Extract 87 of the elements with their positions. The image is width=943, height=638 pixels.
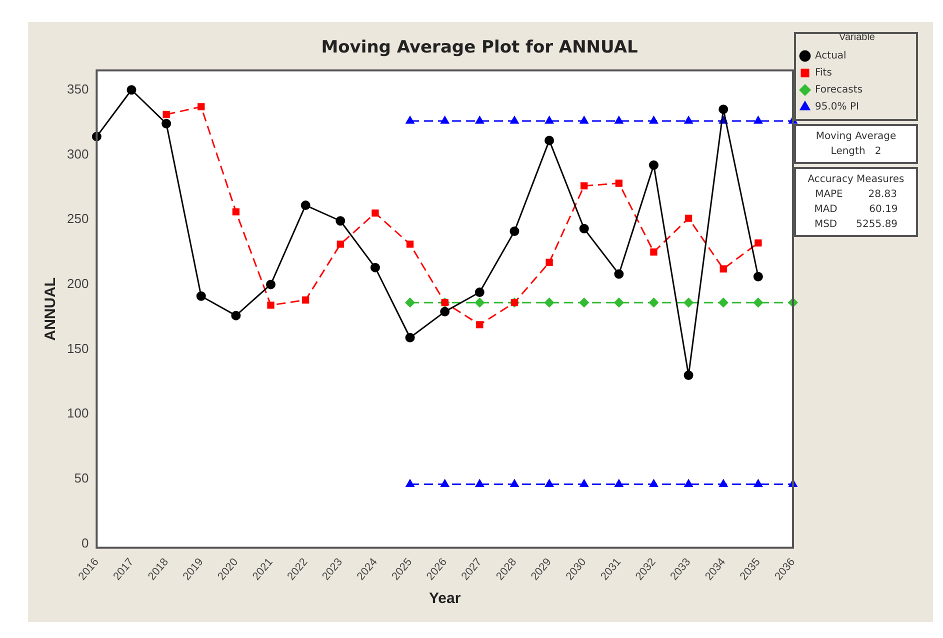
y-tick-label: 350: [66, 81, 89, 96]
point: [684, 214, 692, 222]
point: [266, 280, 276, 290]
y-axis-title: ANNUAL: [42, 277, 60, 341]
point: [580, 182, 588, 190]
point: [162, 118, 172, 128]
text: MAD 60.19: [813, 203, 899, 217]
point: [720, 265, 727, 272]
point: [614, 269, 624, 279]
point: [406, 240, 414, 248]
point: [440, 116, 450, 124]
point: [753, 298, 763, 308]
point: [684, 479, 693, 487]
point: [406, 116, 414, 124]
x-axis-title: Year: [428, 590, 461, 608]
y-tick-label: 300: [66, 146, 89, 162]
point: [474, 287, 484, 297]
legend-label: Forecasts: [815, 84, 863, 96]
point: [546, 258, 553, 266]
point: [754, 116, 762, 124]
point: [684, 116, 693, 124]
legend-title: Variable: [839, 32, 876, 43]
point: [475, 479, 484, 487]
point: [754, 239, 762, 247]
point: [545, 116, 554, 124]
point: [232, 208, 240, 216]
point: [475, 116, 484, 124]
point: [614, 479, 624, 487]
point: [650, 116, 658, 124]
chart-title: Moving Average Plot for ANNUAL: [321, 38, 638, 58]
y-tick-label: 100: [66, 406, 89, 421]
point: [648, 298, 658, 308]
point: [370, 262, 380, 272]
point: [440, 479, 450, 487]
point: [650, 479, 658, 487]
point: [648, 160, 658, 170]
point: [231, 310, 241, 320]
point: [580, 479, 588, 487]
y-tick-label: 50: [74, 470, 89, 486]
point: [406, 479, 414, 487]
point: [614, 116, 624, 124]
point: [196, 291, 206, 301]
point: [440, 306, 450, 316]
point: [405, 332, 415, 342]
point: [684, 298, 694, 308]
y-tick-label: 150: [66, 340, 89, 356]
point: [267, 302, 274, 309]
point: [754, 479, 762, 487]
point: [372, 210, 379, 217]
point: [718, 298, 728, 308]
y-tick-label: 0: [81, 535, 89, 550]
text: Accuracy Measures: [806, 173, 906, 187]
point: [545, 479, 554, 487]
point: [753, 272, 763, 282]
point: [544, 136, 554, 146]
point: [650, 248, 658, 256]
text: MSD 5255.89: [813, 218, 899, 232]
point: [579, 298, 589, 308]
y-tick-label: 200: [66, 276, 89, 292]
point: [126, 85, 136, 95]
point: [162, 110, 170, 118]
point: [579, 224, 589, 234]
text: MAPE 28.83: [814, 188, 898, 202]
point: [336, 216, 346, 226]
point: [718, 104, 728, 114]
point: [198, 103, 205, 110]
point: [615, 180, 622, 187]
point: [405, 298, 415, 308]
point: [300, 200, 310, 210]
point: [544, 298, 554, 308]
text: Moving Average: [814, 130, 898, 144]
legend-label: Fits: [815, 68, 832, 79]
y-tick-label: 250: [66, 211, 89, 226]
legend-label: Actual: [815, 50, 846, 62]
point: [510, 479, 519, 487]
text: Length 2: [830, 145, 882, 159]
legend-label: 95.0% PI: [815, 102, 859, 113]
point: [302, 296, 310, 304]
point: [510, 226, 520, 236]
point: [580, 116, 588, 124]
point: [476, 321, 484, 328]
point: [510, 116, 519, 124]
point: [719, 479, 728, 487]
point: [336, 240, 344, 248]
point: [614, 298, 624, 308]
point: [474, 298, 484, 308]
point: [684, 370, 694, 380]
